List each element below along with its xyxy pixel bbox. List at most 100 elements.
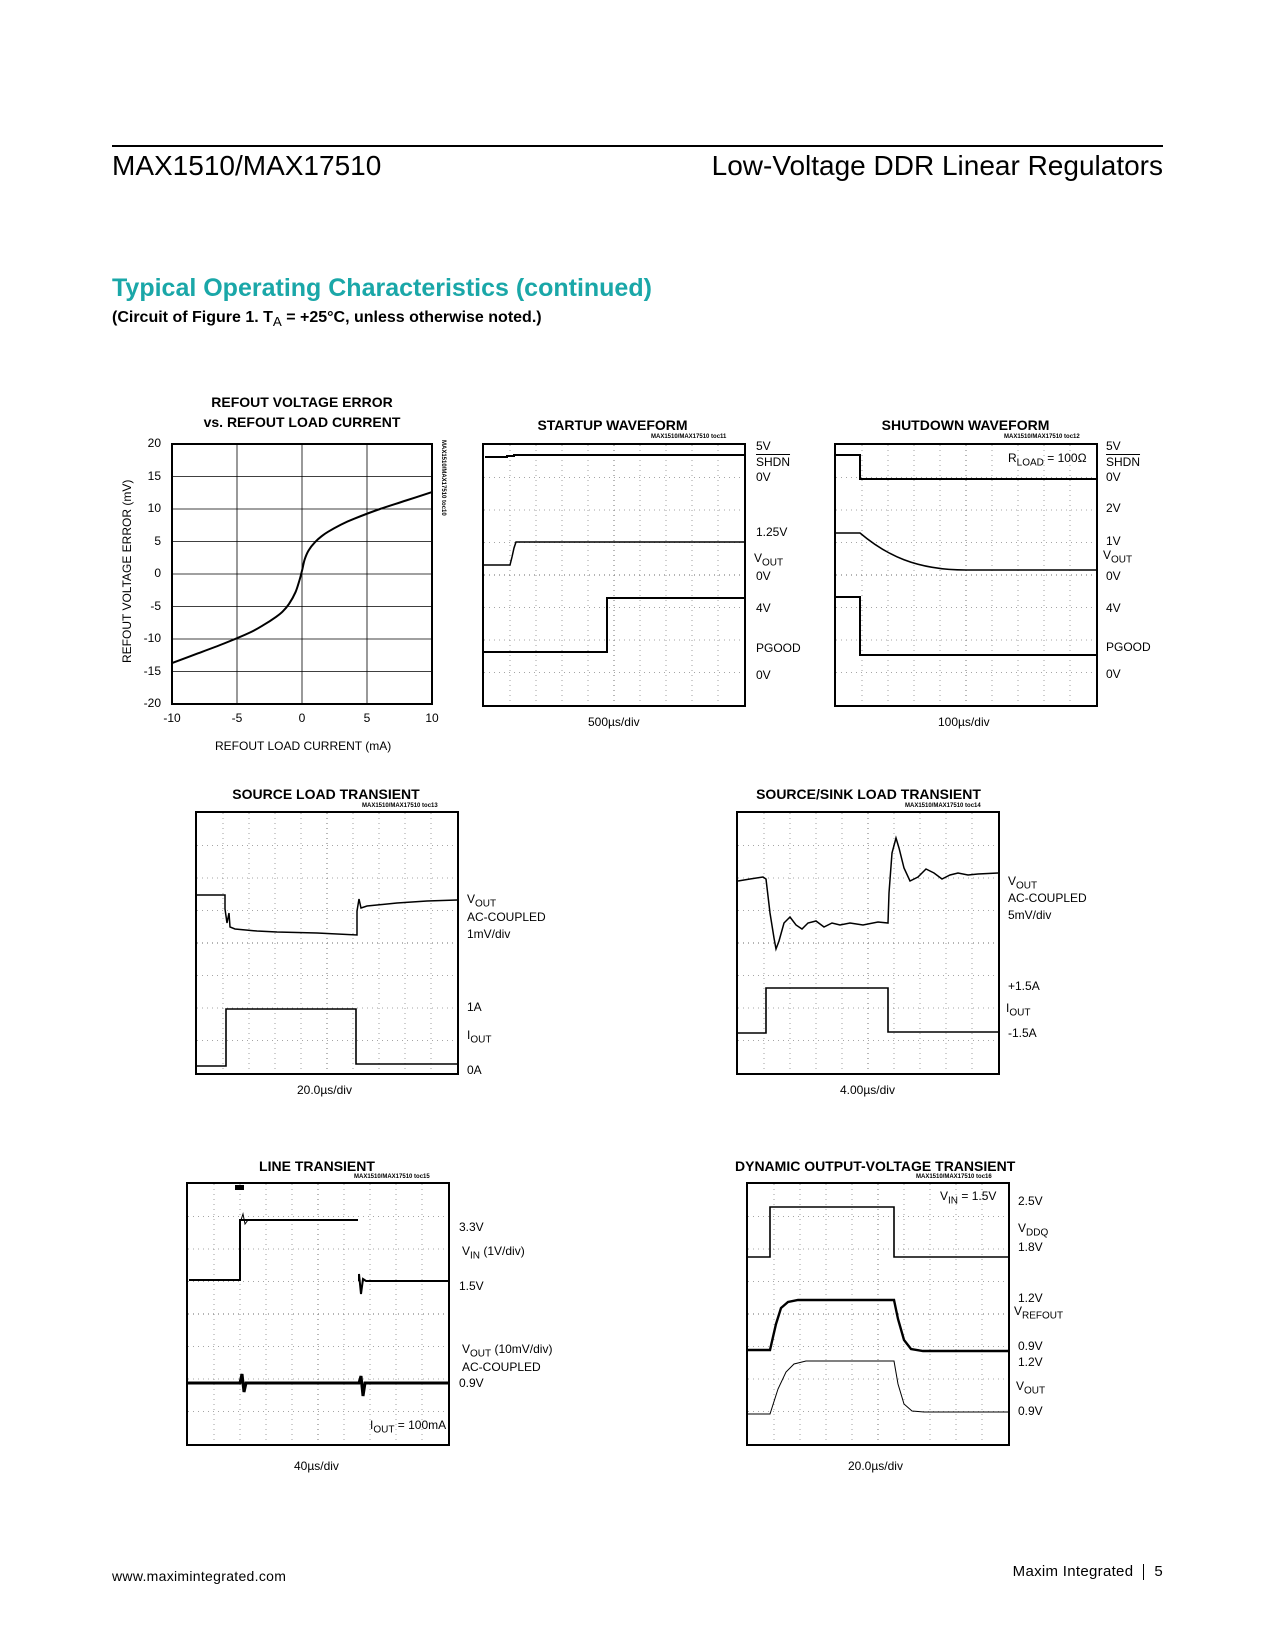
shutdown-1v-label: 1V	[1106, 534, 1121, 548]
refout-x-tick: 5	[363, 711, 371, 725]
shutdown-pgood-label: PGOOD	[1106, 640, 1151, 654]
dynamic-12v-label-a: 1.2V	[1018, 1291, 1043, 1305]
refout-y-tick: -10	[143, 631, 161, 645]
dynamic-12v-label-b: 1.2V	[1018, 1355, 1043, 1369]
dynamic-title: DYNAMIC OUTPUT-VOLTAGE TRANSIENT	[735, 1158, 1016, 1174]
dynamic-vddq-label: VDDQ	[1018, 1221, 1049, 1239]
refout-error-curve	[171, 491, 433, 665]
refout-y-tick: -20	[143, 696, 161, 710]
refout-y-tick: 15	[147, 468, 161, 483]
shutdown-4v-label: 4V	[1106, 601, 1121, 615]
sourcesink-div-label: 5mV/div	[1008, 908, 1052, 922]
sourcesink-iout-label: IOUT	[1006, 1001, 1031, 1019]
source-ac-label: AC-COUPLED	[467, 910, 546, 924]
section-subtitle: (Circuit of Figure 1. TA = +25°C, unless…	[112, 309, 542, 330]
shutdown-vout-label: VOUT	[1103, 548, 1133, 566]
source-iout-label: IOUT	[467, 1028, 492, 1046]
dynamic-18v-label: 1.8V	[1018, 1240, 1043, 1254]
startup-timebase: 500µs/div	[588, 715, 640, 729]
startup-0v-label-1: 0V	[756, 470, 771, 484]
refout-chart-title: REFOUT VOLTAGE ERROR vs. REFOUT LOAD CURR…	[203, 394, 401, 430]
shutdown-vout-trace	[836, 532, 1096, 571]
dynamic-vrefout-label: VREFOUT	[1014, 1304, 1064, 1322]
refout-x-axis-label: REFOUT LOAD CURRENT (mA)	[215, 739, 392, 753]
dynamic-vout-trace	[748, 1360, 1008, 1415]
dynamic-25v-label: 2.5V	[1018, 1194, 1043, 1208]
dynamic-code: MAX1510/MAX17510 toc16	[916, 1174, 992, 1180]
shutdown-shdn-label: SHDN	[1106, 455, 1141, 469]
sourcesink-title: SOURCE/SINK LOAD TRANSIENT	[756, 786, 981, 802]
line-title: LINE TRANSIENT	[259, 1158, 375, 1174]
refout-y-tick: 20	[147, 436, 161, 450]
refout-y-axis-label: REFOUT VOLTAGE ERROR (mV)	[120, 479, 134, 663]
shutdown-pgood-trace	[836, 596, 1096, 656]
shutdown-0v-label-3: 0V	[1106, 667, 1121, 681]
source-1a-label: 1A	[467, 1000, 482, 1014]
sourcesink-code: MAX1510/MAX17510 toc14	[905, 803, 981, 809]
footer-url[interactable]: www.maximintegrated.com	[112, 1568, 287, 1584]
refout-y-tick: 10	[147, 501, 161, 515]
sourcesink-minus-label: -1.5A	[1008, 1026, 1037, 1040]
dynamic-09v-label-b: 0.9V	[1018, 1404, 1043, 1418]
startup-vout-trace	[484, 541, 744, 566]
startup-shdn-trace	[485, 454, 744, 458]
section-title: Typical Operating Characteristics (conti…	[112, 274, 652, 302]
source-scope	[195, 811, 459, 1075]
shutdown-0v-label-1: 0V	[1106, 470, 1121, 484]
sourcesink-timebase: 4.00µs/div	[840, 1083, 895, 1097]
dynamic-timebase: 20.0µs/div	[848, 1459, 903, 1473]
line-vout-label: VOUT (10mV/div)	[462, 1342, 553, 1360]
shutdown-5v-label: 5V	[1106, 439, 1121, 453]
refout-x-tick: -10	[163, 711, 181, 725]
refout-x-tick: 10	[425, 711, 439, 725]
dynamic-vddq-trace	[748, 1206, 1008, 1258]
source-vout-label: VOUT	[467, 892, 497, 910]
dynamic-vrefout-trace	[748, 1298, 1008, 1353]
startup-0v-label-2: 0V	[756, 569, 771, 583]
refout-chart	[171, 443, 433, 705]
source-title: SOURCE LOAD TRANSIENT	[232, 786, 420, 802]
shutdown-scope	[834, 443, 1098, 707]
line-15v-label: 1.5V	[459, 1279, 484, 1293]
line-scope	[186, 1182, 450, 1446]
refout-y-tick: -5	[150, 598, 161, 613]
sourcesink-scope	[736, 811, 1000, 1075]
startup-vout-label: VOUT	[754, 551, 784, 569]
source-0a-label: 0A	[467, 1063, 482, 1077]
footer-company: Maxim Integrated 5	[1012, 1563, 1163, 1581]
refout-x-tick: 0	[298, 711, 306, 725]
source-timebase: 20.0µs/div	[297, 1083, 352, 1097]
line-33v-label: 3.3V	[459, 1220, 484, 1234]
shutdown-title: SHUTDOWN WAVEFORM	[881, 417, 1050, 433]
page-number: 5	[1154, 1563, 1163, 1580]
refout-y-tick: 0	[154, 566, 161, 580]
sourcesink-vout-trace	[738, 835, 998, 952]
startup-0v-label-3: 0V	[756, 668, 771, 682]
shutdown-shdn-trace	[836, 454, 1096, 480]
startup-5v-label: 5V	[756, 439, 771, 453]
startup-code: MAX1510/MAX17510 toc11	[651, 434, 727, 440]
startup-shdn-label: SHDN	[756, 455, 791, 469]
shutdown-rload-label: RLOAD = 100Ω	[1008, 451, 1087, 469]
refout-y-tick: 5	[154, 533, 161, 548]
sourcesink-vout-label: VOUT	[1008, 874, 1038, 892]
dynamic-vin-label: VIN = 1.5V	[940, 1189, 997, 1207]
dynamic-vout-label: VOUT	[1016, 1379, 1046, 1397]
line-iout-label: IOUT = 100mA	[370, 1418, 447, 1436]
startup-4v-label: 4V	[756, 601, 771, 615]
startup-pgood-trace	[484, 597, 744, 653]
part-number: MAX1510/MAX17510	[112, 150, 382, 181]
header-rule	[112, 145, 1163, 147]
document-title: Low-Voltage DDR Linear Regulators	[711, 150, 1163, 181]
line-vin-trace	[189, 1219, 448, 1295]
shutdown-0v-label-2: 0V	[1106, 569, 1121, 583]
line-09v-label: 0.9V	[459, 1376, 484, 1390]
sourcesink-plus-label: +1.5A	[1008, 979, 1040, 993]
source-vout-trace	[197, 894, 457, 936]
line-ac-label: AC-COUPLED	[462, 1360, 541, 1374]
refout-x-tick: -5	[231, 711, 243, 725]
startup-pgood-label: PGOOD	[756, 641, 801, 655]
line-timebase: 40µs/div	[294, 1459, 339, 1473]
sourcesink-iout-trace	[738, 987, 998, 1034]
source-iout-trace	[197, 1008, 457, 1067]
